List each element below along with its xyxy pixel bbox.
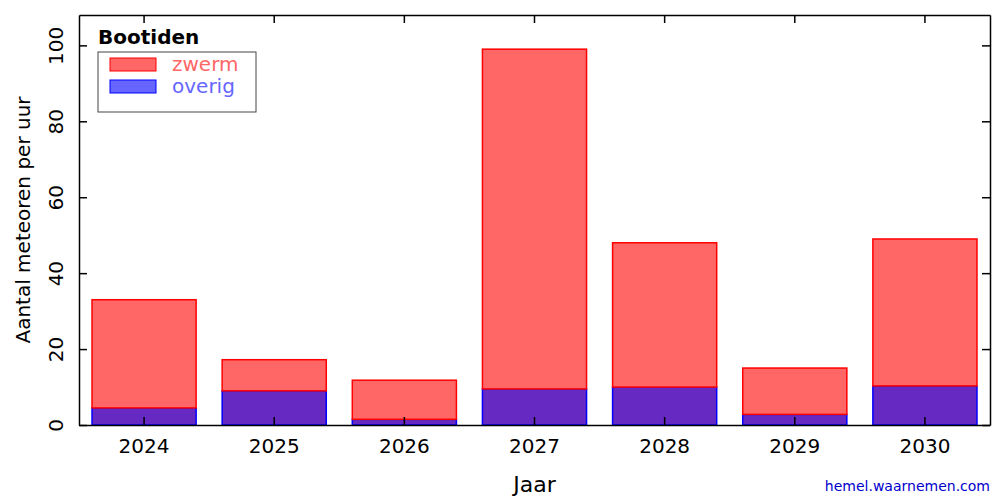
y-axis-title: Aantal meteoren per uur xyxy=(11,96,35,344)
legend-box xyxy=(98,52,256,112)
tick xyxy=(982,121,990,122)
tick-mark xyxy=(664,15,666,23)
plot: 0 20 40 60 80 100 2024 2025 2026 2027 2028 2029 2030… xyxy=(44,15,991,458)
tick-mark xyxy=(794,417,796,425)
tick xyxy=(404,15,405,23)
tick-label: 60 xyxy=(44,185,68,210)
legend-label: zwerm xyxy=(172,52,239,76)
tick xyxy=(924,15,925,23)
tick xyxy=(664,15,665,23)
tick-label: 0 xyxy=(44,419,68,432)
axis-line xyxy=(79,16,81,426)
legend-swatch xyxy=(110,58,156,71)
tick-label: 2026 xyxy=(379,434,430,458)
tick: 2027 xyxy=(509,417,560,458)
bar-segment xyxy=(482,49,586,389)
tick: 2026 xyxy=(379,417,430,458)
x-axis-top xyxy=(80,15,991,23)
legend: Bootiden zwermoverig xyxy=(98,25,256,112)
tick: 2025 xyxy=(249,417,300,458)
tick-mark xyxy=(79,349,87,351)
tick: 60 xyxy=(44,185,87,210)
tick-label: 2024 xyxy=(119,434,170,458)
legend-label: overig xyxy=(172,74,235,98)
tick-label: 2028 xyxy=(639,434,690,458)
bar-segment xyxy=(482,389,586,425)
tick-label: 2030 xyxy=(899,434,950,458)
tick-mark xyxy=(982,45,990,47)
tick: 2024 xyxy=(119,417,170,458)
bar-segment xyxy=(92,408,196,425)
bar-segment xyxy=(92,300,196,408)
tick-mark xyxy=(794,15,796,23)
tick-mark xyxy=(404,417,406,425)
tick-mark xyxy=(534,15,536,23)
tick: 2030 xyxy=(899,417,950,458)
tick xyxy=(794,15,795,23)
tick-label: 100 xyxy=(44,27,68,65)
tick-mark xyxy=(982,121,990,123)
tick xyxy=(534,15,535,23)
chart: 0 20 40 60 80 100 2024 2025 2026 2027 2028 2029 2030… xyxy=(0,0,1000,500)
tick: 2028 xyxy=(639,417,690,458)
bar-segment xyxy=(873,239,977,386)
tick-mark xyxy=(924,15,926,23)
tick-mark xyxy=(982,349,990,351)
tick-mark xyxy=(273,15,275,23)
y-axis-right xyxy=(982,16,991,426)
tick-label: 20 xyxy=(44,337,68,362)
tick-mark xyxy=(79,121,87,123)
tick-mark xyxy=(404,15,406,23)
bar-segment xyxy=(613,387,717,425)
tick-mark xyxy=(664,417,666,425)
tick-label: 2029 xyxy=(769,434,820,458)
tick-mark xyxy=(79,273,87,275)
x-axis-title: Jaar xyxy=(511,472,556,497)
tick-mark xyxy=(924,417,926,425)
tick xyxy=(274,15,275,23)
tick xyxy=(982,273,990,274)
tick-mark xyxy=(273,417,275,425)
y-axis: 0 20 40 60 80 100 xyxy=(44,16,87,432)
bar-segment xyxy=(613,243,717,387)
tick: 80 xyxy=(44,109,87,134)
tick-mark xyxy=(79,45,87,47)
bar-segment xyxy=(743,368,847,414)
tick xyxy=(144,15,145,23)
bar-segment xyxy=(873,386,977,425)
tick: 40 xyxy=(44,261,87,286)
tick-mark xyxy=(79,197,87,199)
tick: 100 xyxy=(44,27,87,65)
tick-mark xyxy=(534,417,536,425)
bar-segment xyxy=(352,380,456,419)
tick: 20 xyxy=(44,337,87,362)
bars xyxy=(92,49,977,425)
title: Bootiden xyxy=(98,25,199,49)
tick-label: 2025 xyxy=(249,434,300,458)
tick xyxy=(982,45,990,46)
x-axis: 2024 2025 2026 2027 2028 2029 2030 xyxy=(80,417,991,458)
tick-label: 80 xyxy=(44,109,68,134)
tick-mark xyxy=(143,417,145,425)
bar-segment xyxy=(743,414,847,425)
tick-mark xyxy=(982,197,990,199)
tick-label: 2027 xyxy=(509,434,560,458)
bar-segment xyxy=(222,360,326,391)
tick xyxy=(982,197,990,198)
tick-mark xyxy=(143,15,145,23)
legend-swatch xyxy=(110,80,156,93)
tick: 2029 xyxy=(769,417,820,458)
tick-label: 40 xyxy=(44,261,68,286)
annotation: hemel.waarnemen.com xyxy=(825,478,990,494)
bar-segment xyxy=(222,391,326,425)
axis-line xyxy=(990,16,992,426)
tick-mark xyxy=(982,273,990,275)
tick xyxy=(982,349,990,350)
